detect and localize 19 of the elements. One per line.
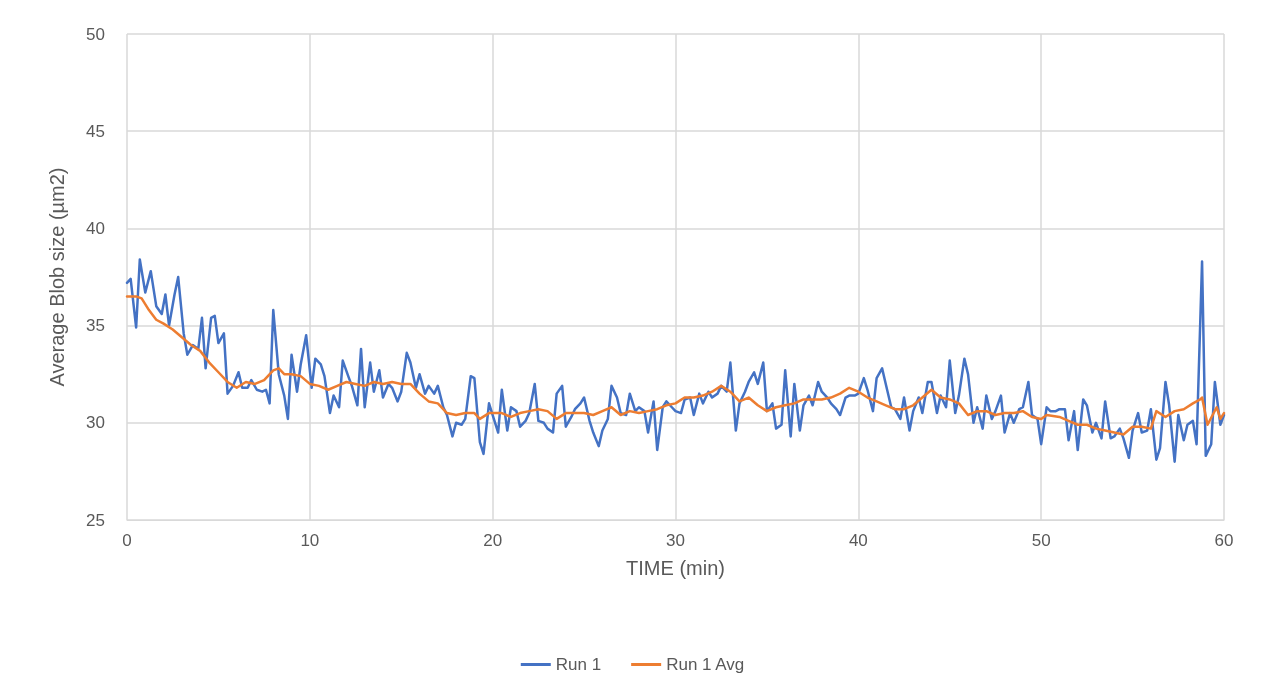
line-series <box>125 295 1226 436</box>
y-axis-title: Average Blob size (µm2) <box>46 167 68 387</box>
y-tick-label: 25 <box>86 510 105 530</box>
x-tick-label: 10 <box>300 531 320 550</box>
y-tick-label: 35 <box>86 316 105 336</box>
x-tick-label: 30 <box>666 531 685 550</box>
y-tick-label: 30 <box>86 413 105 433</box>
x-tick-label: 50 <box>1031 531 1051 550</box>
y-tick-label: 45 <box>86 121 105 141</box>
x-tick-label: 0 <box>122 531 132 550</box>
x-tick-label: 40 <box>848 531 868 550</box>
x-axis-title: TIME (min) <box>626 557 725 579</box>
line-series <box>125 258 1226 463</box>
x-tick-label: 60 <box>1214 531 1234 550</box>
y-tick-label: 50 <box>86 24 105 44</box>
y-tick-label: 40 <box>86 218 105 238</box>
x-tick-label: 20 <box>483 531 503 550</box>
legend-label: Run 1 Avg <box>666 655 745 674</box>
legend-label: Run 1 <box>555 655 602 674</box>
